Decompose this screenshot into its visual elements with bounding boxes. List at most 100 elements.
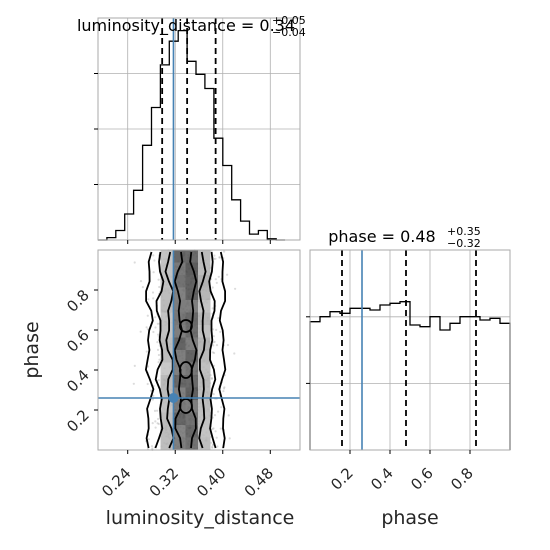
sample-point bbox=[156, 422, 159, 425]
density-cell bbox=[185, 250, 198, 263]
sample-point bbox=[217, 410, 220, 413]
density-cell bbox=[185, 325, 198, 338]
sample-point bbox=[217, 317, 220, 320]
sample-point bbox=[141, 286, 144, 289]
contour-island bbox=[178, 398, 193, 414]
sample-point bbox=[220, 406, 223, 409]
sample-point bbox=[132, 382, 135, 385]
sample-point bbox=[222, 390, 225, 393]
histogram-layer bbox=[98, 29, 511, 450]
sample-point bbox=[133, 364, 136, 367]
panel-frame-joint bbox=[97, 249, 301, 451]
xlabel-phase: phase bbox=[381, 507, 438, 529]
sample-point bbox=[214, 278, 217, 281]
density-cell bbox=[160, 375, 173, 388]
sample-point bbox=[213, 340, 216, 343]
sample-point bbox=[157, 417, 160, 421]
sample-point bbox=[152, 297, 155, 300]
hist_phase-steps bbox=[309, 301, 511, 450]
x-tick-label: 0.2 bbox=[327, 464, 357, 494]
sample-point bbox=[154, 426, 157, 429]
y-tick-label: 0.4 bbox=[63, 366, 93, 396]
density-layer bbox=[98, 249, 300, 451]
sample-point bbox=[218, 256, 222, 259]
sample-point bbox=[213, 414, 217, 417]
y-tick-label: 0.8 bbox=[63, 286, 93, 316]
sample-point bbox=[218, 256, 221, 259]
density-cell bbox=[160, 287, 173, 300]
sample-point bbox=[210, 377, 213, 380]
x-tick-label: 0.4 bbox=[367, 464, 397, 494]
sample-point bbox=[151, 291, 155, 294]
sample-point bbox=[152, 330, 155, 334]
sample-point bbox=[157, 333, 160, 336]
sample-point bbox=[157, 422, 160, 426]
sample-point bbox=[210, 441, 213, 444]
sample-point bbox=[226, 343, 230, 347]
sample-point bbox=[154, 326, 157, 329]
sample-point bbox=[215, 344, 219, 347]
sample-point bbox=[216, 445, 219, 448]
title-luminosity-distance-sub: −0.04 bbox=[272, 26, 306, 39]
sample-point bbox=[153, 259, 156, 262]
sample-point bbox=[219, 330, 222, 333]
sample-point bbox=[146, 314, 149, 317]
sample-point bbox=[156, 409, 159, 412]
density-cell bbox=[198, 325, 211, 338]
sample-point bbox=[215, 436, 218, 439]
sample-point bbox=[149, 389, 153, 392]
contour-line bbox=[218, 251, 227, 449]
density-cell bbox=[160, 250, 173, 263]
contour-island bbox=[178, 319, 193, 333]
density-cell bbox=[198, 312, 211, 325]
xlabel-luminosity-distance: luminosity_distance bbox=[106, 507, 295, 529]
sample-point bbox=[213, 351, 216, 355]
sample-point bbox=[213, 257, 216, 260]
density-cell bbox=[160, 400, 173, 413]
title-luminosity-distance: luminosity_distance = 0.34 bbox=[77, 16, 295, 36]
title-luminosity-distance-main: luminosity_distance = 0.34 bbox=[77, 16, 295, 36]
sample-point bbox=[156, 348, 160, 351]
sample-point bbox=[154, 420, 157, 423]
density-cell bbox=[173, 250, 186, 263]
sample-point bbox=[147, 298, 150, 301]
x-tick-label: 0.24 bbox=[98, 464, 134, 500]
sample-point bbox=[212, 341, 215, 344]
density-cell bbox=[198, 437, 211, 450]
contour-line bbox=[189, 251, 198, 449]
contour-line bbox=[173, 251, 184, 449]
contour-layer bbox=[144, 251, 227, 449]
title-luminosity-distance-sup: +0.05 bbox=[272, 14, 306, 27]
sample-point bbox=[158, 358, 161, 361]
sample-point bbox=[219, 427, 222, 430]
sample-point bbox=[211, 446, 214, 449]
sample-point bbox=[234, 287, 237, 290]
x-tick-label: 0.48 bbox=[241, 464, 277, 500]
sample-point bbox=[151, 398, 154, 401]
sample-point bbox=[152, 271, 155, 274]
density-cell bbox=[160, 312, 173, 325]
sample-point bbox=[215, 328, 218, 331]
y-tick-label: 0.6 bbox=[63, 326, 93, 356]
x-tick-label: 0.8 bbox=[447, 464, 477, 494]
sample-point bbox=[211, 427, 214, 431]
ylabel-phase: phase bbox=[21, 321, 43, 378]
sample-point bbox=[139, 330, 142, 333]
panel-frame-phase bbox=[309, 249, 511, 451]
sample-point bbox=[214, 257, 217, 260]
sample-point bbox=[152, 394, 155, 397]
sample-point bbox=[212, 427, 215, 430]
sample-point bbox=[150, 445, 154, 448]
sample-point bbox=[223, 250, 226, 253]
sample-point bbox=[146, 382, 149, 386]
sample-point bbox=[228, 437, 231, 440]
sample-point bbox=[154, 316, 157, 319]
title-phase-sup: +0.35 bbox=[447, 225, 481, 238]
density-cell bbox=[198, 350, 211, 363]
x-tick-label: 0.32 bbox=[146, 464, 182, 500]
sample-point bbox=[211, 286, 214, 289]
density-cell bbox=[173, 437, 186, 450]
sample-point bbox=[222, 387, 226, 390]
sample-point bbox=[157, 278, 160, 281]
